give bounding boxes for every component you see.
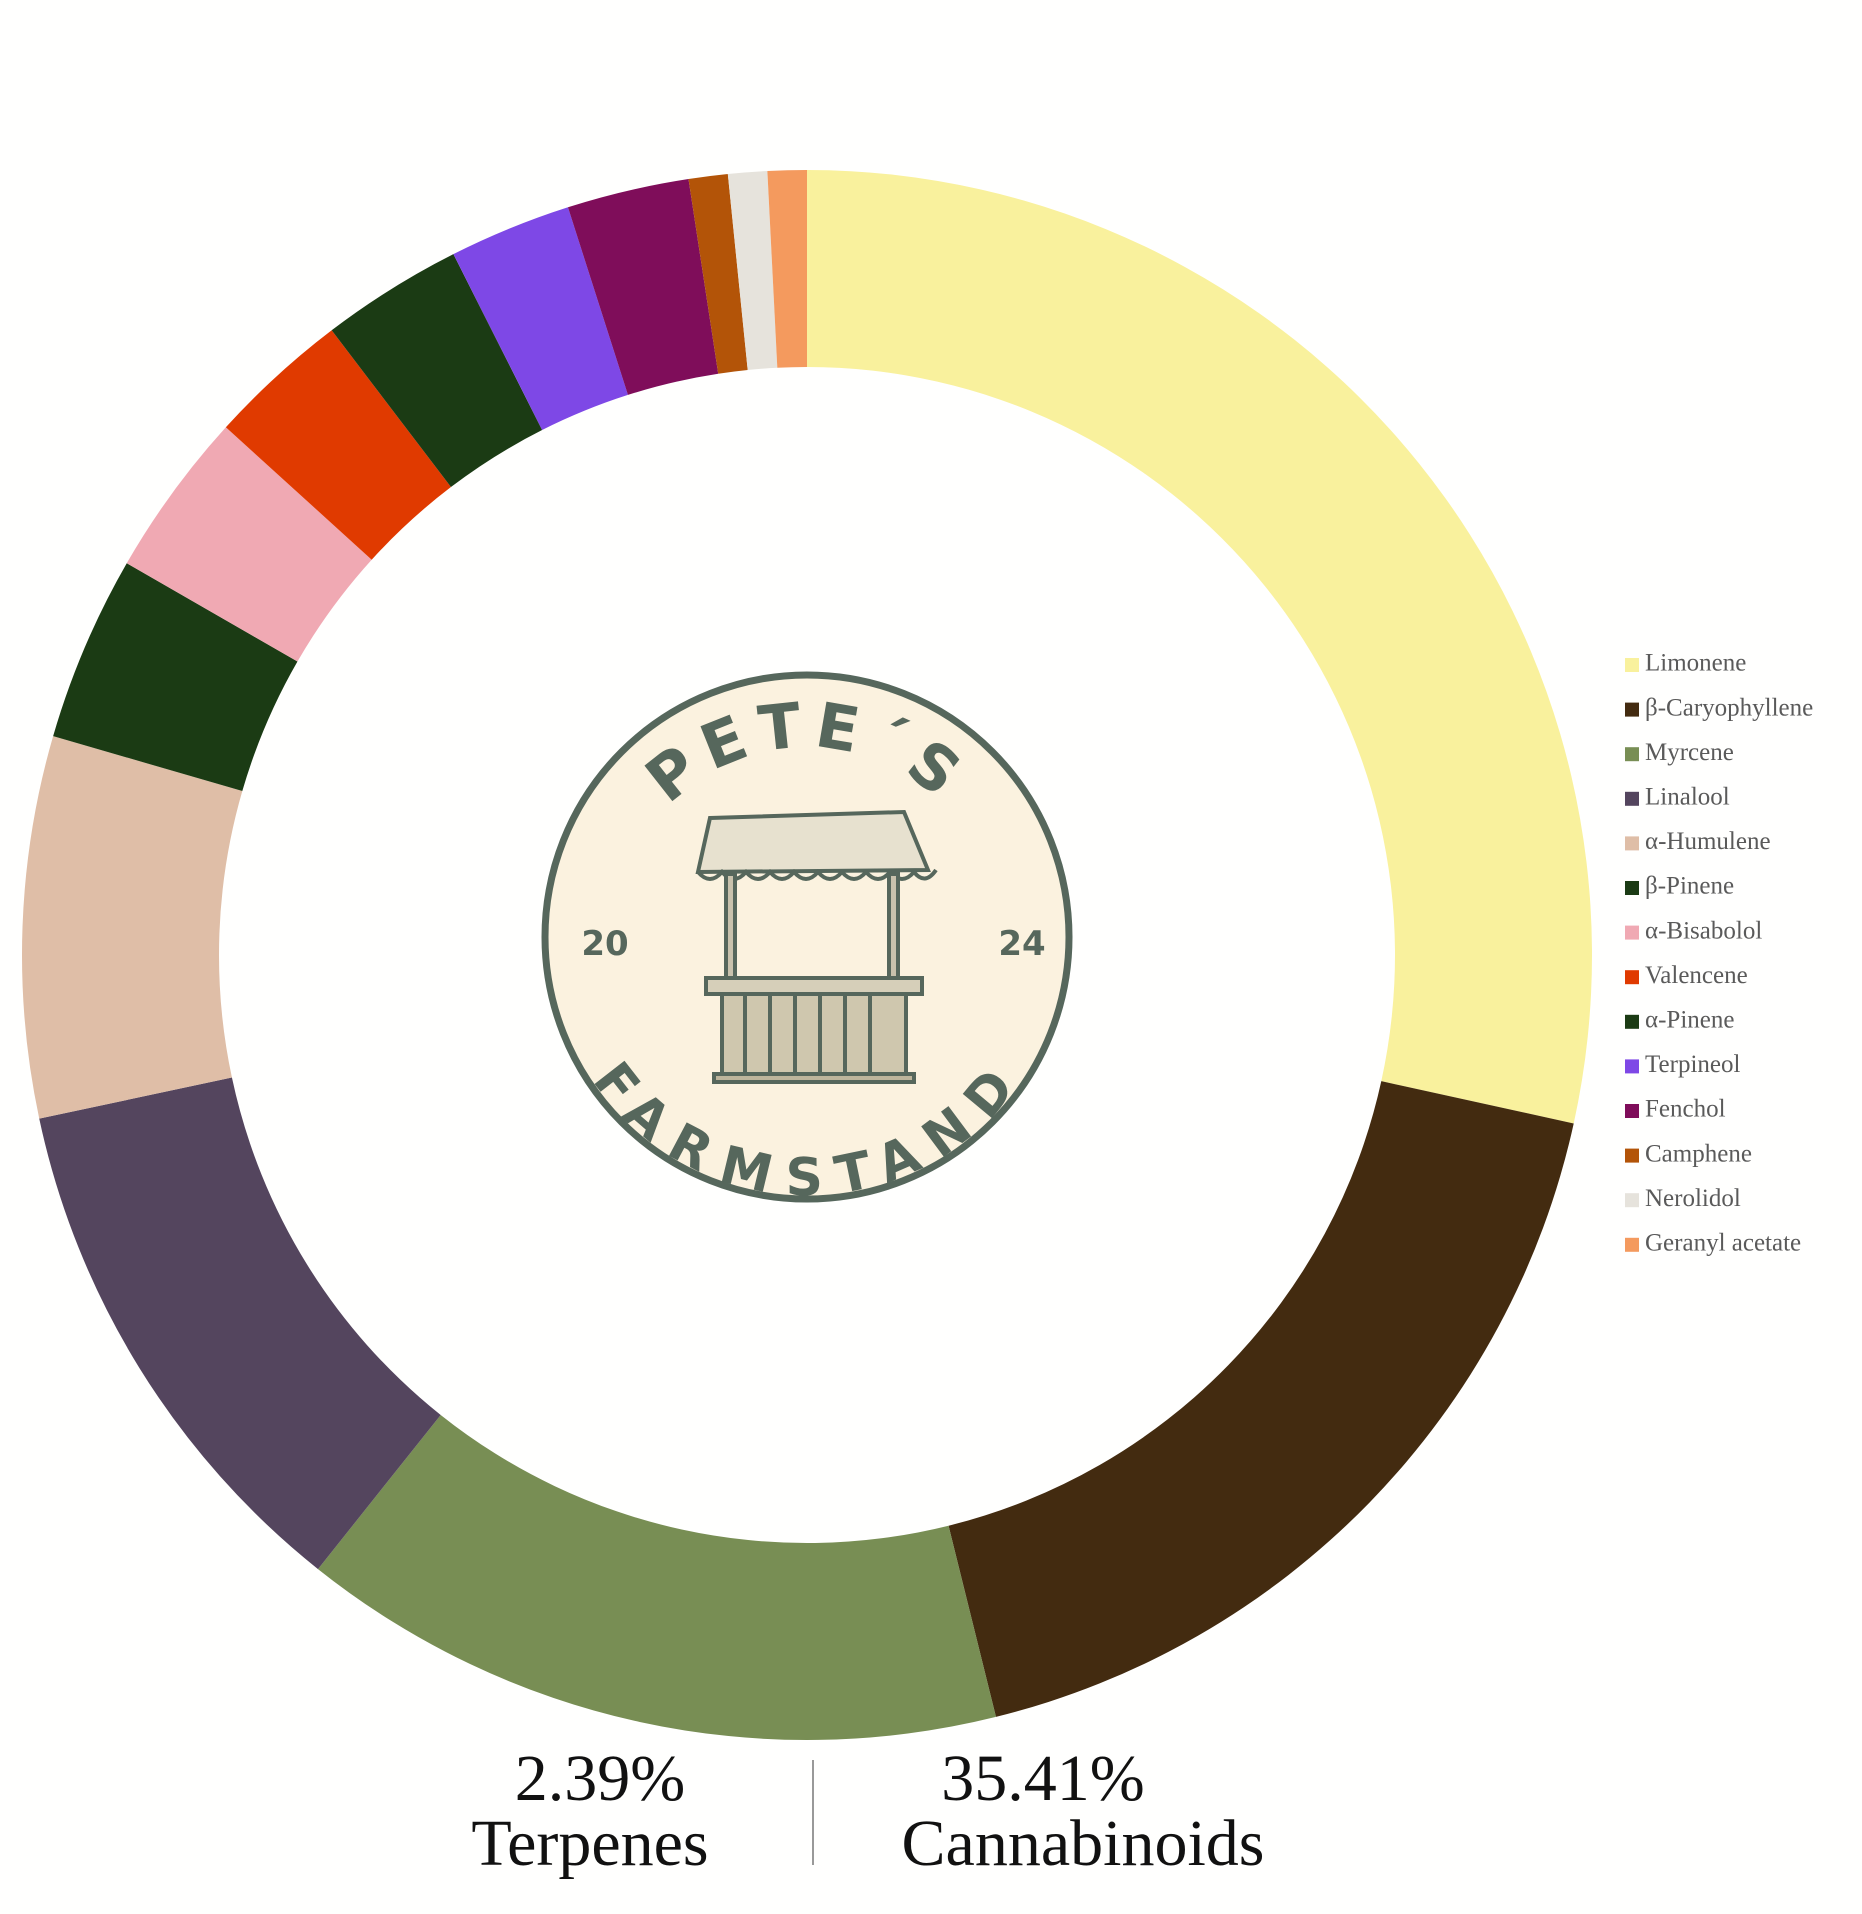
slice: [767, 170, 807, 368]
legend-swatch: [1625, 1104, 1639, 1118]
legend-label: α-Humulene: [1645, 828, 1771, 855]
slice: [225, 330, 451, 560]
legend-swatch: [1625, 1237, 1639, 1252]
stand-illustration: [695, 809, 938, 1084]
legend-label: Geranyl acetate: [1645, 1230, 1801, 1257]
legend-label: β-Caryophyllene: [1645, 694, 1813, 721]
logo-left: 20: [581, 924, 628, 964]
slice: [53, 563, 298, 792]
logo-right: 24: [998, 924, 1045, 964]
logo-badge: [541, 671, 1073, 1203]
legend-swatch: [1625, 1059, 1639, 1074]
slice: [567, 178, 719, 395]
legend-swatch: [1625, 791, 1639, 806]
slice: [126, 427, 372, 662]
legend-swatch: [1625, 970, 1639, 985]
cannabinoids-value: 35.41%: [941, 1742, 1144, 1815]
slice: [727, 171, 778, 370]
legend-label: β-Pinene: [1645, 873, 1734, 900]
legend-label: Nerolidol: [1645, 1185, 1741, 1212]
legend-label: Terpineol: [1645, 1051, 1740, 1078]
legend-swatch: [1625, 881, 1639, 895]
slice: [39, 1077, 441, 1570]
legend-swatch: [1625, 1148, 1639, 1163]
legend-label: Valencene: [1645, 962, 1748, 989]
legend-label: Linalool: [1645, 784, 1730, 811]
terpenes-label: Terpenes: [471, 1807, 708, 1880]
cannabinoids-label: Cannabinoids: [902, 1807, 1265, 1880]
legend-label: Fenchol: [1645, 1096, 1726, 1123]
legend-swatch: [1625, 1014, 1639, 1029]
legend-swatch: [1625, 747, 1639, 762]
legend: Limonene β-Caryophyllene Myrcene Linalool α-…: [1625, 650, 1813, 1257]
logo: PETE´S FARMSTAND 20 24: [541, 671, 1073, 1208]
slice: [948, 1081, 1574, 1717]
slice: [688, 174, 748, 374]
legend-label: α-Pinene: [1645, 1007, 1734, 1034]
legend-label: Camphene: [1645, 1140, 1752, 1167]
slice: [807, 170, 1592, 1124]
slice: [331, 254, 543, 488]
slice: [453, 207, 628, 431]
legend-swatch: [1625, 658, 1639, 672]
legend-label: Myrcene: [1645, 739, 1734, 766]
donut: [22, 170, 1592, 1741]
terpenes-value: 2.39%: [515, 1742, 685, 1815]
legend-swatch: [1625, 702, 1639, 717]
legend-swatch: [1625, 925, 1639, 940]
summary: 2.39% Terpenes 35.41% Cannabinoids: [471, 1742, 1264, 1880]
slice: [22, 736, 243, 1119]
slice: [317, 1414, 996, 1741]
legend-label: Limonene: [1645, 650, 1746, 677]
legend-swatch: [1625, 836, 1639, 851]
legend-label: α-Bisabolol: [1645, 917, 1762, 944]
legend-swatch: [1625, 1193, 1639, 1208]
